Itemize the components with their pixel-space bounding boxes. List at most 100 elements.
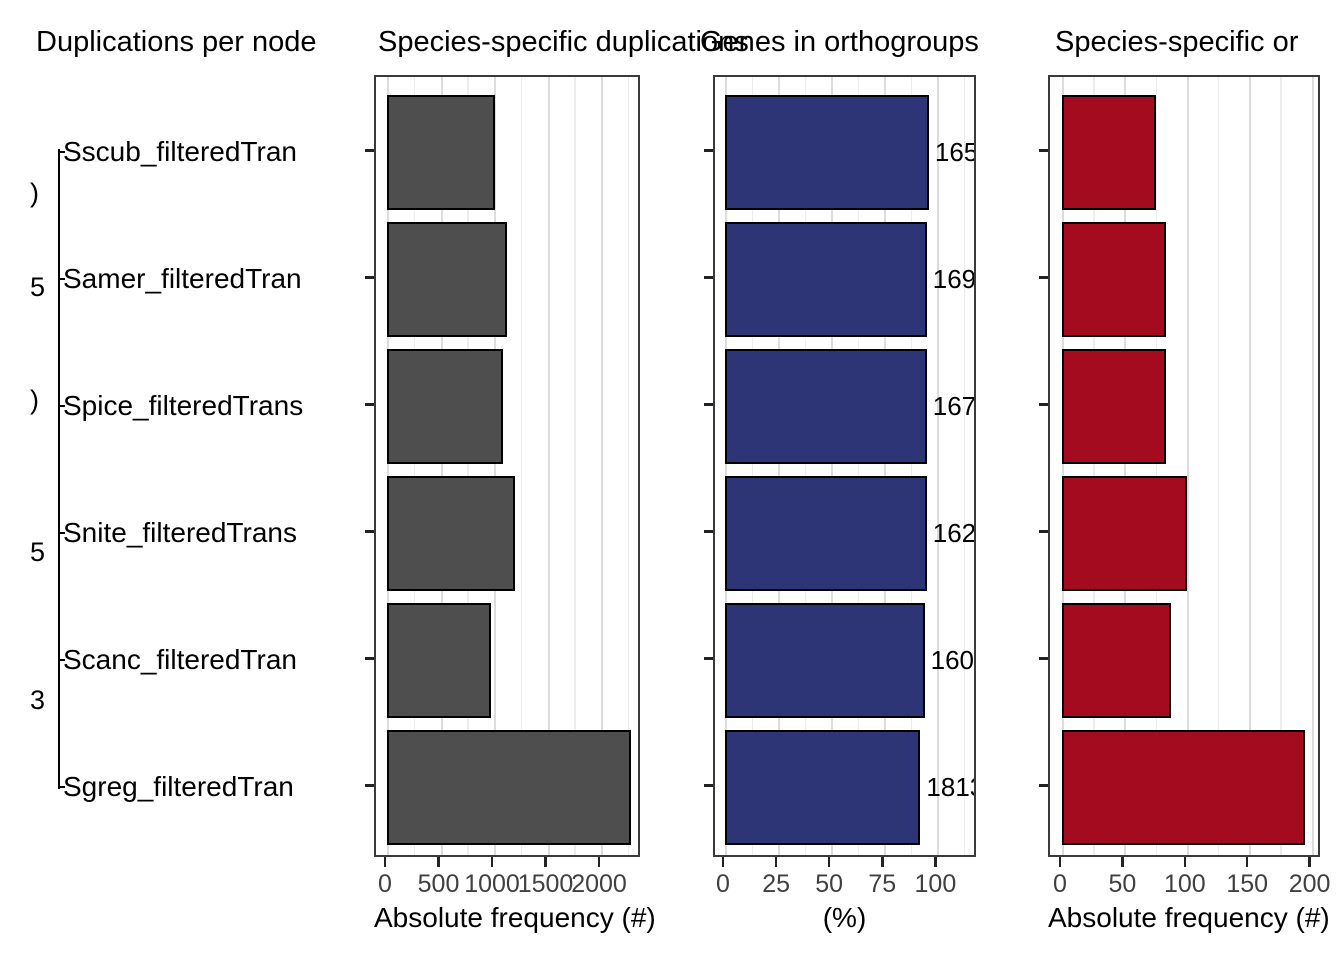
x-tick (721, 857, 725, 867)
y-tick (704, 149, 713, 152)
species-label: Snite_filteredTrans (63, 517, 297, 548)
gridline (440, 77, 443, 855)
x-axis-title-1: Absolute frequency (#) (374, 902, 656, 933)
bar-Snite_filteredTrans (1062, 475, 1187, 591)
x-tick-label: 50 (815, 870, 844, 898)
bar-panel-species-specific-orthogroups (1048, 75, 1320, 857)
x-tick (437, 857, 440, 867)
bar-Spice_filteredTrans (387, 348, 504, 464)
gridline (1186, 77, 1189, 855)
x-tick (1121, 857, 1124, 867)
gridline (778, 77, 781, 855)
x-tick-label: 50 (1108, 870, 1137, 898)
bar-Samer_filteredTran (725, 221, 927, 337)
bar-Scanc_filteredTran (725, 602, 925, 718)
x-axis-title-2: (%) (822, 902, 867, 933)
y-tick (1039, 784, 1048, 787)
x-tick-label: 0 (378, 870, 392, 898)
gridline (574, 77, 576, 855)
x-tick-label: 0 (716, 870, 730, 898)
y-tick (704, 530, 713, 533)
x-tick (934, 857, 937, 867)
node-count-fragment: 5 (30, 272, 46, 302)
gridline (601, 77, 603, 855)
x-tick-label: 150 (1226, 870, 1269, 898)
bar-Scanc_filteredTran (387, 602, 491, 718)
gridline (1155, 77, 1157, 855)
node-count-fragment: 5 (30, 537, 46, 567)
x-tick-label: 2000 (571, 870, 627, 898)
y-tick (365, 403, 374, 406)
gridline (547, 77, 550, 855)
bar-Snite_filteredTrans (387, 475, 515, 591)
x-tick (774, 857, 778, 867)
x-tick-label: 1000 (464, 870, 520, 898)
species-label: Sscub_filteredTran (63, 136, 297, 167)
bar-Sgreg_filteredTran (387, 729, 631, 845)
bar-Sgreg_filteredTran (725, 729, 921, 845)
y-tick (365, 276, 374, 279)
x-tick-label: 200 (1288, 870, 1331, 898)
gridline (467, 77, 469, 855)
gridline (1249, 77, 1252, 855)
panel-title-genes-in-orthogroups: Genes in orthogroups (700, 26, 979, 58)
y-tick (1039, 403, 1048, 406)
gridline (1093, 77, 1095, 855)
panel-title-duplications-per-node: Duplications per node (36, 26, 317, 58)
x-tick (1058, 857, 1062, 867)
gridline (884, 77, 887, 855)
y-tick (365, 530, 374, 533)
y-tick (704, 784, 713, 787)
gridline (1218, 77, 1220, 855)
y-tick (365, 657, 374, 660)
bar-Sgreg_filteredTran (1062, 729, 1306, 845)
bar-Scanc_filteredTran (1062, 602, 1171, 718)
x-tick (544, 857, 547, 867)
bar-value-label: 167 (932, 391, 976, 421)
gridline (1311, 77, 1314, 855)
node-count-fragment: 3 (30, 685, 46, 715)
panel-title-species-specific-orthogroups: Species-specific or (1055, 26, 1299, 58)
bar-value-label: 162 (932, 518, 976, 548)
x-tick (1183, 857, 1187, 867)
bar-value-label: 169 (932, 264, 976, 294)
y-tick (1039, 657, 1048, 660)
tree-branch (58, 151, 65, 153)
bar-Samer_filteredTran (387, 221, 507, 337)
panel-title-species-specific-duplications: Species-specific duplications (378, 26, 749, 58)
bar-value-label: 1813 (926, 772, 974, 802)
x-tick-label: 100 (914, 870, 957, 898)
bar-panel-species-specific-duplications (374, 75, 640, 857)
gridline (963, 77, 966, 855)
x-tick-label: 500 (417, 870, 460, 898)
x-tick (490, 857, 494, 867)
gridline (1062, 77, 1064, 855)
gridline (1280, 77, 1282, 855)
gridline (627, 77, 630, 855)
species-label: Scanc_filteredTran (63, 644, 297, 675)
x-tick-label: 100 (1163, 870, 1206, 898)
node-count-fragment: ) (30, 385, 39, 415)
gridline (857, 77, 860, 855)
gridline (387, 77, 389, 855)
y-tick (1039, 149, 1048, 152)
y-tick (1039, 530, 1048, 533)
bar-Sscub_filteredTran (387, 94, 496, 210)
gridline (751, 77, 753, 855)
bar-Sscub_filteredTran (725, 94, 929, 210)
bar-Snite_filteredTrans (725, 475, 927, 591)
y-tick (704, 403, 713, 406)
gridline (1124, 77, 1127, 855)
x-tick (881, 857, 884, 867)
tree-branch (58, 532, 65, 534)
x-tick-label: 25 (762, 870, 790, 898)
bar-panel-genes-in-orthogroups: 165 169 167 162 160 1813 (713, 75, 976, 857)
y-tick (704, 276, 713, 279)
gridline (494, 77, 496, 855)
bar-Samer_filteredTran (1062, 221, 1166, 337)
bar-Spice_filteredTrans (725, 348, 927, 464)
y-tick (704, 657, 713, 660)
x-tick-label: 1500 (517, 870, 574, 898)
x-tick (1245, 857, 1249, 867)
tree-branch (58, 278, 65, 280)
